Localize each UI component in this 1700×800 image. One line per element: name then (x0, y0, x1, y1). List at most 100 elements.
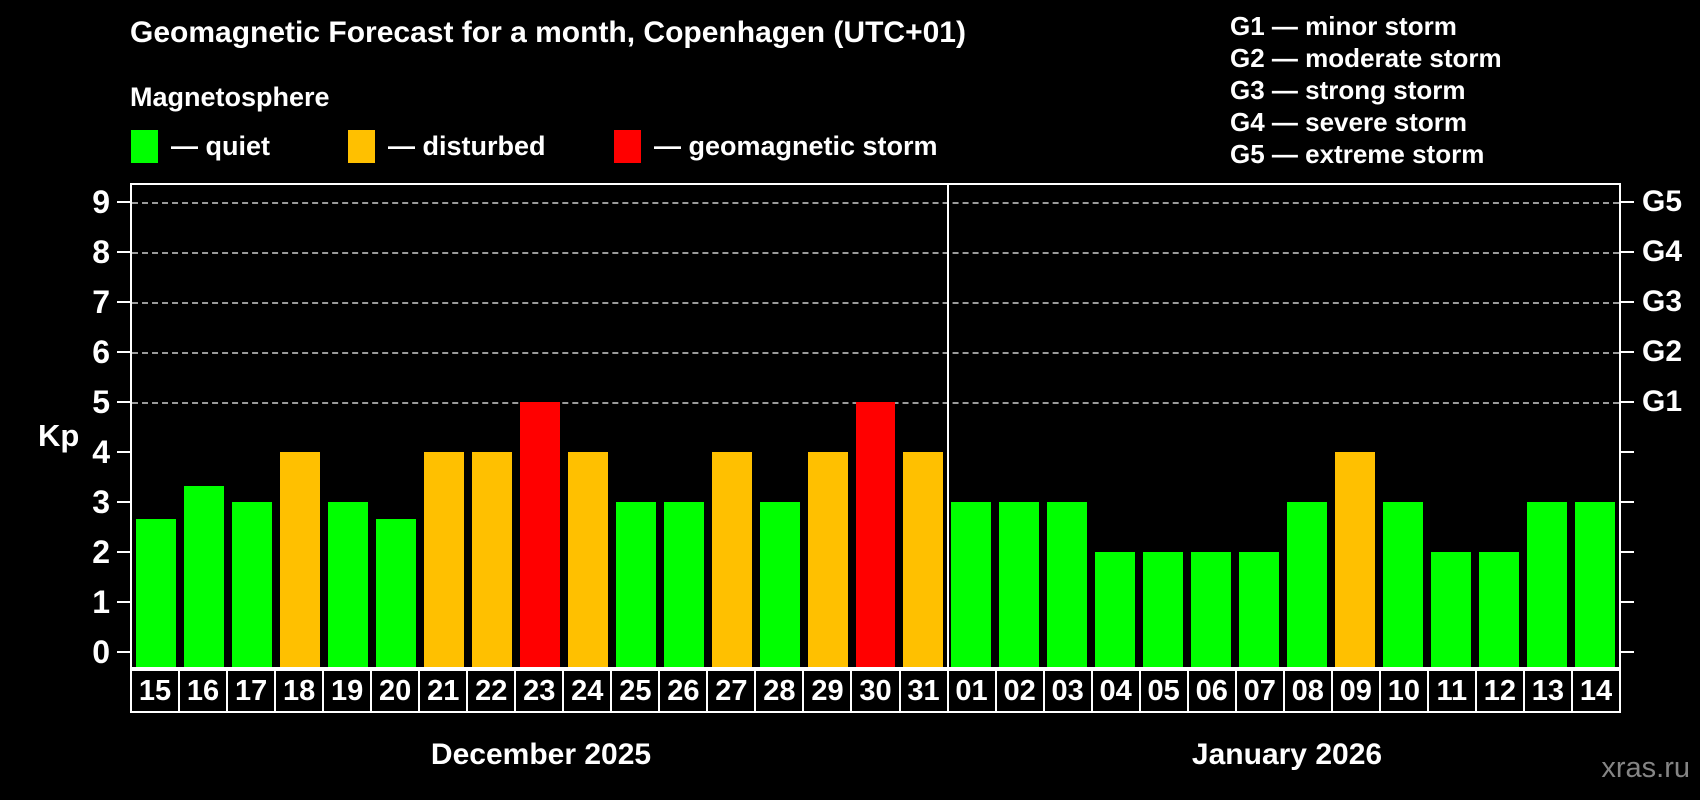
left-tick-kp8 (117, 251, 130, 253)
kp-bar-day-14 (1575, 502, 1615, 667)
kp-bar-day-19 (327, 502, 368, 667)
day-label-03: 03 (1042, 669, 1093, 713)
right-axis-label-g3: G3 (1642, 285, 1683, 318)
storm-scale-g4: G4 — severe storm (1230, 107, 1468, 137)
magnetosphere-label: Magnetosphere (130, 82, 330, 112)
day-label-25: 25 (610, 669, 661, 713)
storm-scale-legend: G1 — minor storm G2 — moderate storm G3 … (1230, 10, 1502, 170)
day-label-17: 17 (226, 669, 277, 713)
gridline-kp6 (132, 352, 1619, 354)
kp-bar-day-09 (1335, 452, 1376, 667)
y-tick-label-6: 6 (92, 334, 110, 370)
left-tick-kp5 (117, 401, 130, 403)
kp-bar-day-26 (663, 502, 704, 667)
legend-item-storm: — geomagnetic storm (614, 130, 938, 163)
day-label-05: 05 (1138, 669, 1189, 713)
day-label-27: 27 (706, 669, 757, 713)
left-tick-kp7 (117, 301, 130, 303)
plot-area (130, 183, 1621, 669)
legend-item-disturbed: — disturbed (348, 130, 546, 163)
left-tick-kp3 (117, 501, 130, 503)
day-label-14: 14 (1570, 669, 1621, 713)
day-label-16: 16 (178, 669, 229, 713)
kp-bar-day-15 (136, 518, 176, 667)
kp-bar-day-01 (951, 502, 992, 667)
right-axis-label-g2: G2 (1642, 335, 1683, 368)
kp-bar-day-04 (1095, 552, 1136, 667)
y-tick-label-5: 5 (92, 384, 110, 420)
y-tick-label-8: 8 (92, 234, 110, 270)
legend-label-quiet: — quiet (171, 131, 270, 161)
day-label-23: 23 (514, 669, 565, 713)
right-tick-kp0 (1621, 651, 1634, 653)
kp-bar-day-21 (423, 452, 464, 667)
y-axis-title: Kp (38, 418, 80, 453)
y-tick-label-9: 9 (92, 184, 110, 220)
y-tick-label-4: 4 (92, 434, 110, 470)
day-label-31: 31 (898, 669, 949, 713)
right-tick-kp1 (1621, 601, 1634, 603)
chart-title: Geomagnetic Forecast for a month, Copenh… (130, 16, 966, 49)
left-tick-kp1 (117, 601, 130, 603)
quiet-color-swatch (131, 130, 158, 163)
right-tick-kp7 (1621, 301, 1634, 303)
left-tick-kp2 (117, 551, 130, 553)
right-axis-label-g4: G4 (1642, 235, 1683, 268)
y-tick-label-2: 2 (92, 534, 110, 570)
gridline-kp9 (132, 202, 1619, 204)
kp-bar-day-07 (1239, 552, 1280, 667)
kp-bar-day-20 (375, 518, 416, 667)
storm-color-swatch (614, 130, 641, 163)
storm-scale-g3: G3 — strong storm (1230, 75, 1466, 105)
day-label-15: 15 (130, 669, 181, 713)
right-axis-label-g1: G1 (1642, 385, 1683, 418)
kp-bar-day-08 (1287, 502, 1328, 667)
month-label-january: January 2026 (1191, 738, 1383, 771)
day-label-21: 21 (418, 669, 469, 713)
storm-scale-g5: G5 — extreme storm (1230, 139, 1485, 169)
month-label-december: December 2025 (430, 738, 652, 771)
kp-bar-day-10 (1383, 502, 1424, 667)
day-label-28: 28 (754, 669, 805, 713)
kp-bar-day-28 (759, 502, 800, 667)
day-label-11: 11 (1426, 669, 1477, 713)
kp-bar-day-17 (231, 502, 272, 667)
day-label-06: 06 (1186, 669, 1237, 713)
day-label-29: 29 (802, 669, 853, 713)
right-tick-kp9 (1621, 201, 1634, 203)
kp-bar-day-03 (1047, 502, 1088, 667)
day-axis: 15 16 17 18 19 20 21 22 23 24 25 26 27 28 29 30 31 01 02 03… (130, 669, 1621, 713)
left-tick-kp9 (117, 201, 130, 203)
day-label-04: 04 (1090, 669, 1141, 713)
legend-item-quiet: — quiet (131, 130, 270, 163)
day-label-20: 20 (370, 669, 421, 713)
kp-bar-day-30 (855, 402, 896, 667)
kp-bar-day-06 (1191, 552, 1232, 667)
kp-bar-day-31 (903, 452, 944, 667)
y-tick-label-1: 1 (92, 584, 110, 620)
kp-bar-day-11 (1431, 552, 1472, 667)
right-tick-kp3 (1621, 501, 1634, 503)
kp-bar-day-13 (1527, 502, 1568, 667)
right-tick-kp4 (1621, 451, 1634, 453)
y-tick-label-0: 0 (92, 634, 110, 670)
kp-bar-day-23 (519, 402, 560, 667)
kp-bar-day-12 (1479, 552, 1520, 667)
kp-bar-day-05 (1143, 552, 1184, 667)
watermark: xras.ru (1601, 752, 1690, 784)
storm-scale-g1: G1 — minor storm (1230, 11, 1457, 41)
gridline-kp8 (132, 252, 1619, 254)
y-tick-label-7: 7 (92, 284, 110, 320)
month-divider-line (947, 185, 949, 667)
right-tick-kp5 (1621, 401, 1634, 403)
day-label-26: 26 (658, 669, 709, 713)
day-label-08: 08 (1282, 669, 1333, 713)
right-tick-kp2 (1621, 551, 1634, 553)
gridline-kp7 (132, 302, 1619, 304)
left-tick-kp4 (117, 451, 130, 453)
day-label-09: 09 (1330, 669, 1381, 713)
kp-bar-day-25 (615, 502, 656, 667)
left-tick-kp0 (117, 651, 130, 653)
legend-label-disturbed: — disturbed (388, 131, 546, 161)
day-label-10: 10 (1378, 669, 1429, 713)
